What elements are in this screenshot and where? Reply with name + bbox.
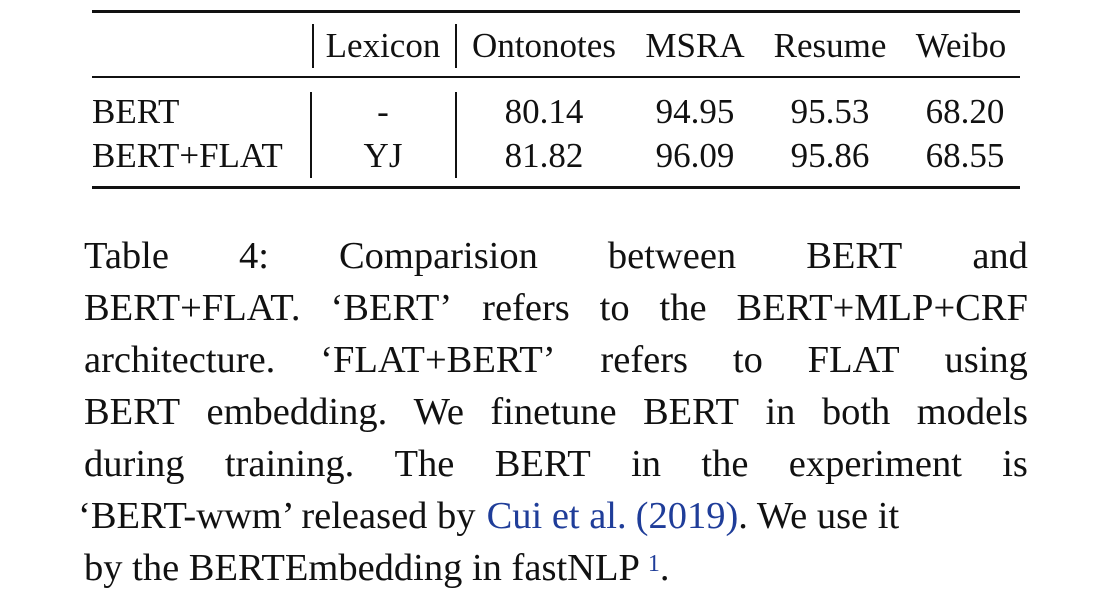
caption-word: BERT bbox=[806, 235, 903, 277]
caption-word: to bbox=[732, 339, 763, 381]
caption-word: We bbox=[413, 391, 464, 433]
caption-word: both bbox=[821, 391, 891, 433]
caption-word: is bbox=[1002, 443, 1028, 485]
header-weibo: Weibo bbox=[915, 26, 1007, 65]
caption-word: embedding. bbox=[206, 391, 388, 433]
table-caption: Table 4: Comparision between BERT and BE… bbox=[78, 230, 1028, 594]
caption-line-1: Table 4: Comparision between BERT and bbox=[84, 230, 1028, 282]
cell-bert-flat-weibo: 68.55 bbox=[925, 136, 1005, 175]
row-lexicon-bert: - bbox=[377, 92, 389, 131]
caption-text: . bbox=[659, 547, 670, 589]
table-header-rule bbox=[92, 76, 1020, 78]
body-separator-right bbox=[455, 92, 457, 178]
caption-word: ‘FLAT+BERT’ bbox=[320, 339, 556, 381]
caption-word: The bbox=[394, 443, 455, 485]
caption-word: during bbox=[84, 443, 185, 485]
caption-text: . We use it bbox=[738, 495, 900, 537]
cell-bert-flat-ontonotes: 81.82 bbox=[504, 136, 584, 175]
cell-bert-weibo: 68.20 bbox=[925, 92, 1005, 131]
caption-line-7: by the BERTEmbedding in fastNLP 1 . bbox=[84, 542, 1028, 594]
caption-word: 4: bbox=[238, 235, 269, 277]
caption-word: to bbox=[599, 287, 630, 329]
row-model-bert-flat: BERT+FLAT bbox=[92, 136, 283, 175]
header-separator-right bbox=[455, 24, 457, 68]
caption-line-4: BERT embedding. We finetune BERT in both… bbox=[84, 386, 1028, 438]
caption-word: refers bbox=[600, 339, 689, 381]
table-top-rule bbox=[92, 10, 1020, 13]
caption-word: the bbox=[701, 443, 749, 485]
caption-word: FLAT bbox=[807, 339, 900, 381]
header-resume: Resume bbox=[773, 26, 887, 65]
citation-year-link[interactable]: (2019) bbox=[635, 495, 739, 537]
citation-author-link[interactable]: Cui et al. bbox=[486, 495, 627, 537]
caption-word: finetune bbox=[490, 391, 617, 433]
caption-word: Table bbox=[84, 235, 169, 277]
caption-word: in bbox=[765, 391, 796, 433]
cell-bert-msra: 94.95 bbox=[655, 92, 735, 131]
caption-word: BERT bbox=[642, 391, 740, 433]
caption-line-3: architecture. ‘FLAT+BERT’ refers to FLAT… bbox=[84, 334, 1028, 386]
caption-word: Comparision bbox=[338, 235, 538, 277]
row-model-bert: BERT bbox=[92, 92, 180, 131]
caption-word: ‘BERT’ bbox=[330, 287, 453, 329]
header-lexicon: Lexicon bbox=[325, 26, 441, 65]
footnote-marker-link[interactable]: 1 bbox=[647, 551, 660, 577]
caption-word: BERT bbox=[494, 443, 591, 485]
caption-word: refers bbox=[482, 287, 570, 329]
caption-text: by the BERTEmbedding in fastNLP bbox=[84, 547, 640, 589]
body-separator-left bbox=[310, 92, 312, 178]
caption-word: between bbox=[607, 235, 737, 277]
cell-bert-flat-resume: 95.86 bbox=[790, 136, 870, 175]
header-separator-left bbox=[312, 24, 314, 68]
caption-line-2: BERT+FLAT. ‘BERT’ refers to the BERT+MLP… bbox=[84, 282, 1028, 334]
caption-word: BERT+MLP+CRF bbox=[736, 287, 1028, 329]
caption-word: training. bbox=[224, 443, 355, 485]
cell-bert-resume: 95.53 bbox=[790, 92, 870, 131]
cell-bert-ontonotes: 80.14 bbox=[504, 92, 584, 131]
cell-bert-flat-msra: 96.09 bbox=[655, 136, 735, 175]
table-bottom-rule bbox=[92, 186, 1020, 189]
caption-word: BERT+FLAT. bbox=[84, 287, 301, 329]
header-ontonotes: Ontonotes bbox=[472, 26, 616, 65]
caption-word: the bbox=[659, 287, 707, 329]
caption-word: and bbox=[972, 235, 1028, 277]
row-lexicon-bert-flat: YJ bbox=[363, 136, 403, 175]
caption-line-5: during training. The BERT in the experim… bbox=[84, 438, 1028, 490]
caption-word: BERT bbox=[84, 391, 181, 433]
caption-word: models bbox=[916, 391, 1028, 433]
caption-word: in bbox=[631, 443, 662, 485]
caption-word: architecture. bbox=[84, 339, 276, 381]
caption-text: ‘BERT-wwm’ released by bbox=[78, 495, 476, 537]
header-msra: MSRA bbox=[645, 26, 745, 65]
caption-line-6: ‘BERT-wwm’ released by Cui et al. (2019)… bbox=[78, 490, 1028, 542]
caption-word: experiment bbox=[788, 443, 962, 485]
caption-word: using bbox=[944, 339, 1028, 381]
